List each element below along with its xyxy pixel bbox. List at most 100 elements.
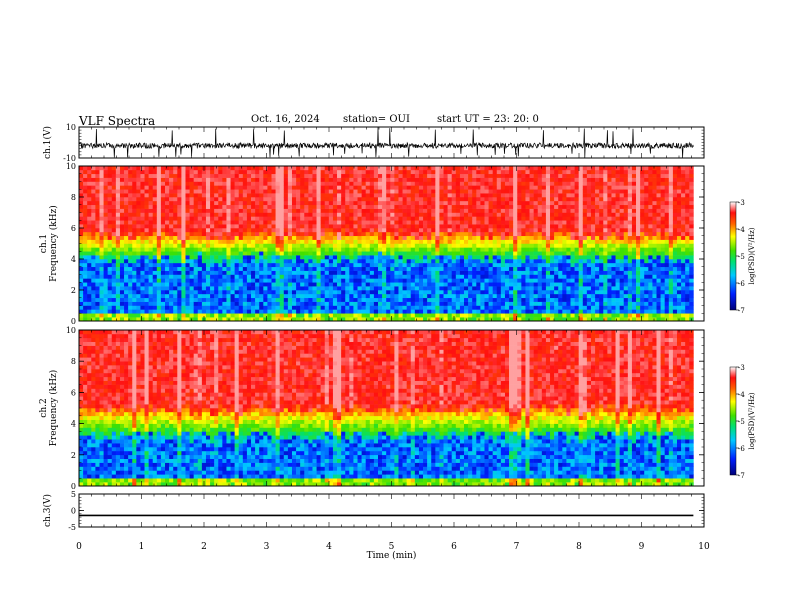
spectrogram-cell: [504, 216, 510, 221]
spectrogram-cell: [111, 235, 117, 240]
spectrogram-cell: [541, 193, 547, 198]
spectrogram-cell: [160, 293, 166, 299]
spectrogram-cell: [238, 255, 244, 260]
spectrogram-cell: [205, 239, 211, 244]
spectrogram-cell: [504, 177, 510, 182]
spectrogram-cell: [185, 166, 190, 171]
spectrogram-cell: [95, 216, 100, 221]
spectrogram-cell: [439, 270, 444, 275]
spectrogram-cell: [378, 220, 383, 225]
spectrogram-cell: [169, 228, 174, 233]
spectrogram-cell: [410, 297, 416, 302]
spectrogram-cell: [373, 255, 379, 260]
spectrogram-cell: [562, 239, 567, 244]
spectrogram-cell: [111, 290, 117, 295]
spectrogram-cell: [111, 208, 117, 213]
spectrogram-cell: [541, 204, 547, 209]
spectrogram-cell: [267, 266, 272, 271]
spectrogram-cell: [115, 169, 121, 175]
spectrogram-cell: [136, 317, 141, 322]
spectrogram-cell: [345, 231, 350, 237]
spectrogram-cell: [87, 282, 92, 287]
spectrogram-cell: [500, 266, 506, 271]
spectrogram-cell: [205, 262, 211, 268]
spectrogram-cell: [324, 290, 330, 295]
spectrogram-cell: [115, 208, 121, 213]
spectrogram-cell: [554, 247, 559, 252]
spectrogram-cell: [83, 317, 88, 322]
spectrogram-cell: [476, 313, 481, 318]
spectrogram-cell: [287, 177, 293, 182]
spectrogram-cell: [394, 262, 399, 268]
spectrogram-cell: [414, 286, 420, 291]
spectrogram-cell: [255, 274, 260, 279]
spectrogram-cell: [406, 235, 412, 240]
spectrogram-cell: [545, 193, 551, 198]
spectrogram-cell: [402, 266, 407, 271]
spectrogram-cell: [431, 274, 436, 279]
spectrogram-cell: [83, 166, 88, 171]
spectrogram-cell: [394, 243, 399, 248]
spectrogram-cell: [496, 239, 502, 244]
spectrogram-cell: [95, 200, 100, 206]
spectrogram-cell: [349, 266, 354, 271]
spectrogram-cell: [382, 251, 387, 256]
spectrogram-cell: [263, 216, 268, 221]
spectrogram-cell: [226, 204, 231, 209]
spectrogram-cell: [500, 204, 506, 209]
spectrogram-cell: [300, 231, 305, 237]
spectrogram-cell: [517, 247, 522, 252]
spectrogram-cell: [332, 297, 338, 302]
spectrogram-cell: [378, 189, 383, 194]
spectrogram-cell: [119, 216, 125, 221]
spectrogram-cell: [369, 212, 375, 217]
spectrogram-cell: [328, 251, 334, 256]
spectrogram-cell: [185, 286, 190, 291]
spectrogram-cell: [574, 290, 579, 295]
spectrogram-cell: [251, 185, 256, 190]
spectrogram-cell: [369, 216, 375, 221]
spectrogram-cell: [382, 208, 387, 213]
spectrogram-cell: [128, 313, 133, 318]
spectrogram-cell: [234, 200, 240, 206]
spectrogram-cell: [320, 243, 326, 248]
spectrogram-cell: [513, 181, 518, 186]
spectrogram-cell: [574, 278, 579, 283]
spectrogram-cell: [558, 189, 563, 194]
spectrogram-cell: [504, 208, 510, 213]
spectrogram-cell: [414, 185, 420, 190]
spectrogram-cell: [275, 204, 280, 209]
spectrogram-cell: [537, 313, 543, 318]
spectrogram-cell: [169, 166, 174, 171]
spectrogram-cell: [95, 189, 100, 194]
spectrogram-cell: [369, 166, 375, 171]
spectrogram-cell: [402, 293, 407, 299]
spectrogram-cell: [390, 204, 395, 209]
spectrogram-cell: [283, 177, 289, 182]
spectrogram-cell: [275, 293, 280, 299]
spectrogram-cell: [427, 228, 432, 233]
spectrogram-cell: [476, 301, 481, 306]
spectrogram-cell: [402, 278, 407, 283]
spectrogram-cell: [83, 193, 88, 198]
spectrogram-cell: [107, 293, 113, 299]
spectrogram-cell: [107, 243, 113, 248]
spectrogram-cell: [488, 290, 493, 295]
spectrogram-cell: [517, 197, 522, 202]
spectrogram-cell: [509, 297, 514, 302]
spectrogram-cell: [562, 301, 567, 306]
spectrogram-cell: [472, 251, 477, 256]
spectrogram-cell: [152, 259, 158, 264]
spectrogram-cell: [332, 197, 338, 202]
spectrogram-cell: [394, 212, 399, 217]
spectrogram-cell: [205, 290, 211, 295]
spectrogram-cell: [316, 262, 321, 268]
spectrogram-cell: [455, 247, 461, 252]
spectrogram-cell: [394, 208, 399, 213]
spectrogram-cell: [275, 278, 280, 283]
spectrogram-cell: [287, 309, 293, 314]
spectrogram-cell: [337, 193, 342, 198]
spectrogram-cell: [570, 212, 575, 217]
spectrogram-cell: [521, 231, 526, 237]
spectrogram-cell: [451, 235, 457, 240]
